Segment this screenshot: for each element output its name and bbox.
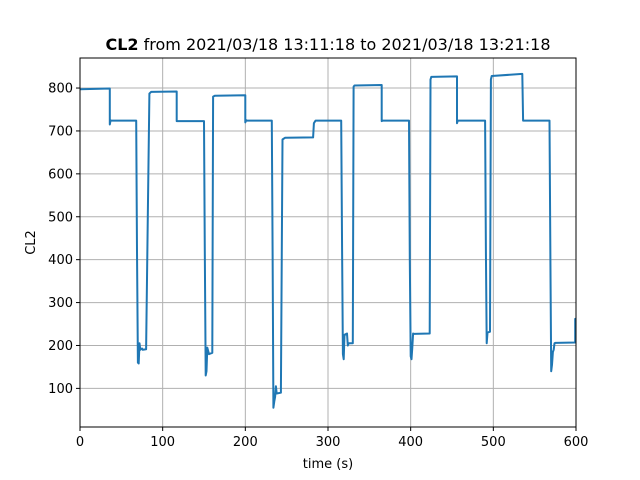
title-time-range: from 2021/03/18 13:11:18 to 2021/03/18 1… bbox=[139, 35, 551, 54]
y-axis-label: CL2 bbox=[24, 230, 39, 255]
y-tick-label: 100 bbox=[48, 382, 73, 397]
y-tick-label: 500 bbox=[48, 210, 73, 225]
y-tick-label: 600 bbox=[48, 167, 73, 182]
y-tick-label: 400 bbox=[48, 253, 73, 268]
title-bold-part: CL2 bbox=[105, 35, 138, 54]
x-tick-label: 0 bbox=[76, 435, 84, 450]
x-tick-label: 500 bbox=[481, 435, 506, 450]
y-tick-label: 800 bbox=[48, 82, 73, 97]
y-tick-label: 200 bbox=[48, 339, 73, 354]
y-axis: 100 200 300 400 500 600 700 800 bbox=[48, 82, 80, 397]
x-axis-label: time (s) bbox=[303, 457, 353, 472]
y-tick-label: 700 bbox=[48, 124, 73, 139]
chart-title: CL2 from 2021/03/18 13:11:18 to 2021/03/… bbox=[105, 35, 550, 54]
x-tick-label: 200 bbox=[233, 435, 258, 450]
x-tick-label: 100 bbox=[150, 435, 175, 450]
series-layer bbox=[79, 72, 577, 409]
grid bbox=[79, 58, 577, 427]
x-tick-label: 400 bbox=[398, 435, 423, 450]
x-tick-label: 300 bbox=[316, 435, 341, 450]
x-tick-label: 600 bbox=[564, 435, 589, 450]
y-tick-label: 300 bbox=[48, 296, 73, 311]
x-axis: 0 100 200 300 400 500 600 bbox=[76, 427, 589, 450]
cl2-series-line bbox=[79, 72, 577, 409]
